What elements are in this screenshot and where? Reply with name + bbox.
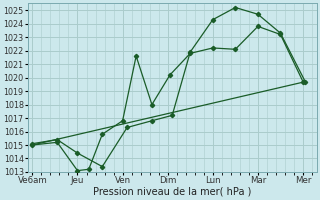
X-axis label: Pression niveau de la mer( hPa ): Pression niveau de la mer( hPa )	[93, 187, 252, 197]
